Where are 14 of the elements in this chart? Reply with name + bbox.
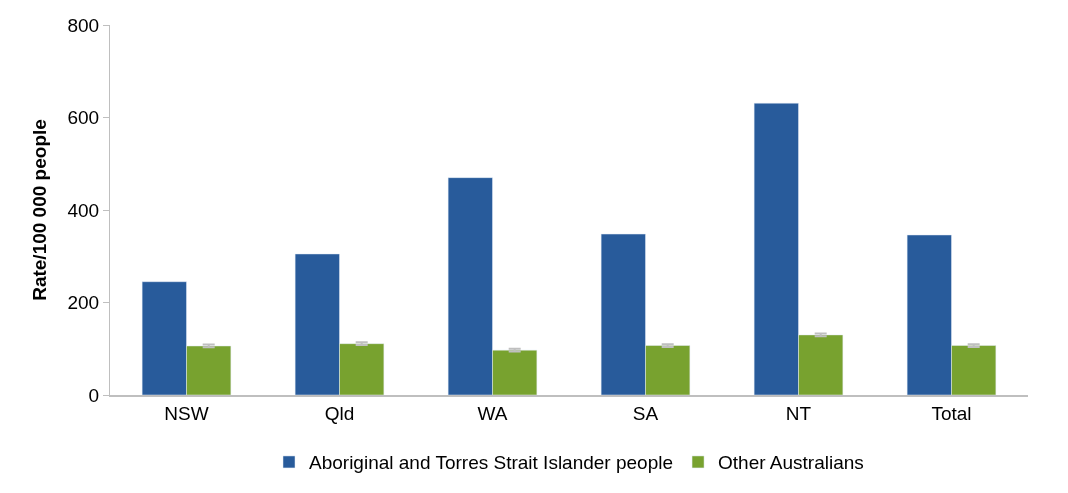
x-tick-label: WA [477, 402, 508, 424]
y-tick-label: 400 [67, 199, 100, 221]
y-tick-label: 200 [67, 292, 100, 314]
x-tick-label: NT [785, 402, 812, 424]
legend-label: Other Australians [718, 452, 864, 474]
x-tick-label: Qld [324, 402, 355, 424]
x-tick-label: Total [931, 402, 972, 424]
y-axis-title: Rate/100 000 people [29, 119, 51, 301]
y-tick-label: 0 [88, 384, 100, 406]
y-tick-label: 800 [67, 14, 100, 36]
x-tick-label: SA [632, 402, 659, 424]
x-tick-label: NSW [164, 402, 209, 424]
legend-label: Aboriginal and Torres Strait Islander people [309, 452, 674, 474]
y-tick-label: 600 [67, 107, 100, 129]
